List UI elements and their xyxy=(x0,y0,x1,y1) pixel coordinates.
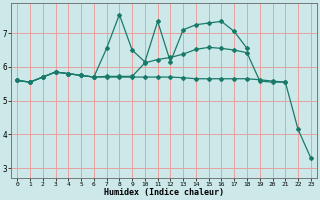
X-axis label: Humidex (Indice chaleur): Humidex (Indice chaleur) xyxy=(104,188,224,197)
